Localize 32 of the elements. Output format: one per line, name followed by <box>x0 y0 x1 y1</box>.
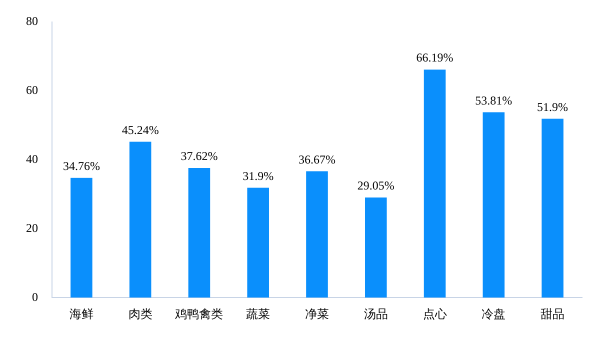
y-tick-label: 20 <box>26 220 38 235</box>
x-tick-label: 海鲜 <box>69 306 94 321</box>
y-tick-label: 60 <box>26 83 38 98</box>
x-tick-label: 蔬菜 <box>246 306 270 321</box>
bar <box>129 142 152 298</box>
x-tick-label: 肉类 <box>128 306 152 321</box>
y-tick-label: 40 <box>26 152 38 166</box>
bar <box>247 188 270 298</box>
data-label: 29.05% <box>357 178 394 193</box>
data-label: 53.81% <box>475 93 512 108</box>
bar <box>306 171 328 298</box>
data-label: 34.76% <box>62 159 100 174</box>
data-label: 45.24% <box>122 122 159 137</box>
bar <box>424 70 446 298</box>
x-tick-label: 鸡鸭禽类 <box>174 306 224 321</box>
y-tick-label: 80 <box>26 14 38 28</box>
x-tick-label: 冷盘 <box>482 306 506 321</box>
bar <box>188 168 210 298</box>
data-label: 66.19% <box>416 50 454 65</box>
bar <box>482 112 505 298</box>
bar <box>542 118 564 298</box>
bar <box>364 198 387 298</box>
data-label: 31.9% <box>242 168 274 183</box>
x-tick-label: 点心 <box>422 306 447 321</box>
x-tick-label: 汤品 <box>364 306 388 321</box>
data-label: 51.9% <box>537 100 568 114</box>
data-label: 36.67% <box>298 152 336 166</box>
bar <box>70 178 92 298</box>
y-tick-label: 0 <box>32 290 38 304</box>
x-tick-label: 甜品 <box>540 306 565 321</box>
x-tick-label: 净菜 <box>305 306 329 321</box>
data-label: 37.62% <box>180 149 218 164</box>
